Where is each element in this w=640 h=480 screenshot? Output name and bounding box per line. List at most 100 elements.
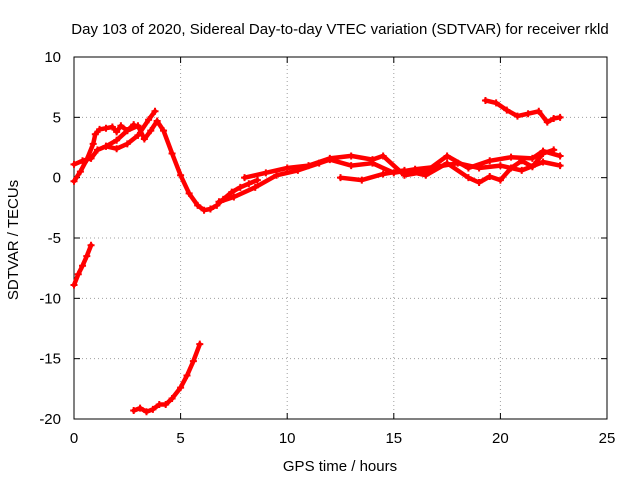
data-point (168, 150, 176, 158)
data-point (337, 174, 344, 182)
data-point (113, 128, 121, 136)
data-point (79, 157, 87, 165)
data-point (91, 130, 99, 138)
data-point (496, 162, 504, 170)
data-point (347, 152, 355, 160)
x-tick-label: 25 (599, 430, 616, 447)
data-point (79, 262, 87, 270)
data-point (177, 171, 185, 179)
data-point (368, 156, 376, 164)
series-arc-3 (102, 117, 261, 214)
data-point (236, 183, 244, 191)
data-point (168, 394, 176, 402)
series-band (71, 109, 158, 167)
data-point (486, 157, 494, 165)
y-tick-label: 0 (53, 170, 61, 187)
data-point (556, 162, 564, 170)
data-point (518, 157, 526, 165)
data-point (230, 193, 238, 201)
y-tick-label: -20 (39, 411, 61, 428)
data-point (518, 166, 526, 174)
data-point (507, 153, 515, 161)
x-tick-label: 10 (279, 430, 296, 447)
x-tick-label: 5 (176, 430, 184, 447)
series-arc-6 (337, 146, 558, 186)
data-point (305, 162, 313, 170)
data-point (228, 188, 236, 196)
data-point (147, 127, 155, 135)
data-point (102, 124, 110, 132)
y-axis-label: SDTVAR / TECUs (5, 180, 22, 300)
y-tick-label: 10 (44, 49, 61, 66)
data-point (70, 160, 78, 168)
data-point (507, 164, 515, 172)
series-band (131, 341, 203, 415)
series-band (216, 157, 563, 205)
data-point (117, 122, 125, 130)
data-point (200, 206, 208, 214)
data-point (347, 162, 355, 170)
data-point (539, 158, 547, 166)
ticks: 0 5 10 15 20 25 -20 -15 -10 -5 0 5 10 (39, 49, 615, 447)
data-point (556, 113, 564, 121)
data-point (481, 96, 489, 104)
data-point (93, 146, 101, 154)
data-point (206, 205, 214, 213)
data-point (130, 407, 138, 415)
data-point (151, 107, 159, 115)
data-point (492, 99, 500, 107)
data-point (160, 127, 168, 135)
series-arc-8 (70, 241, 95, 289)
data-point (149, 405, 157, 413)
data-point (358, 176, 366, 184)
series-arc-5 (241, 147, 564, 182)
data-point (162, 401, 170, 409)
data-point (379, 152, 387, 160)
data-point (326, 154, 334, 162)
x-tick-label: 20 (492, 430, 509, 447)
data-point (194, 201, 202, 209)
data-point (136, 404, 144, 412)
data-point (253, 176, 261, 184)
data-point (528, 163, 536, 171)
data-point (513, 112, 521, 120)
data-point (83, 252, 91, 260)
data-point (123, 140, 131, 148)
data-point (496, 176, 504, 184)
y-tick-label: -5 (48, 230, 61, 247)
data-point (400, 166, 408, 174)
data-point (535, 107, 543, 115)
data-point (155, 401, 163, 409)
data-point (113, 145, 121, 153)
data-point (464, 164, 472, 172)
data-point (134, 122, 142, 130)
data-point (96, 125, 104, 133)
chart-title: Day 103 of 2020, Sidereal Day-to-day VTE… (71, 21, 608, 38)
data-point (262, 169, 270, 177)
data-point (486, 172, 494, 180)
data-point (464, 174, 472, 182)
data-layer (70, 96, 564, 416)
data-point (108, 123, 116, 131)
data-point (556, 152, 564, 160)
series-band (103, 118, 260, 213)
data-point (215, 198, 223, 206)
data-point (153, 117, 161, 125)
data-point (283, 164, 291, 172)
data-point (475, 178, 483, 186)
data-point (196, 340, 204, 348)
data-point (245, 180, 253, 188)
y-tick-label: -10 (39, 290, 61, 307)
series-arc-7 (481, 96, 564, 126)
data-point (183, 372, 191, 380)
data-point (524, 110, 532, 118)
data-point (123, 127, 131, 135)
series-arc-9 (130, 340, 204, 416)
data-point (550, 146, 558, 154)
data-point (550, 115, 558, 123)
data-point (70, 281, 78, 289)
data-point (543, 118, 551, 126)
data-point (422, 171, 430, 179)
data-point (241, 174, 249, 182)
